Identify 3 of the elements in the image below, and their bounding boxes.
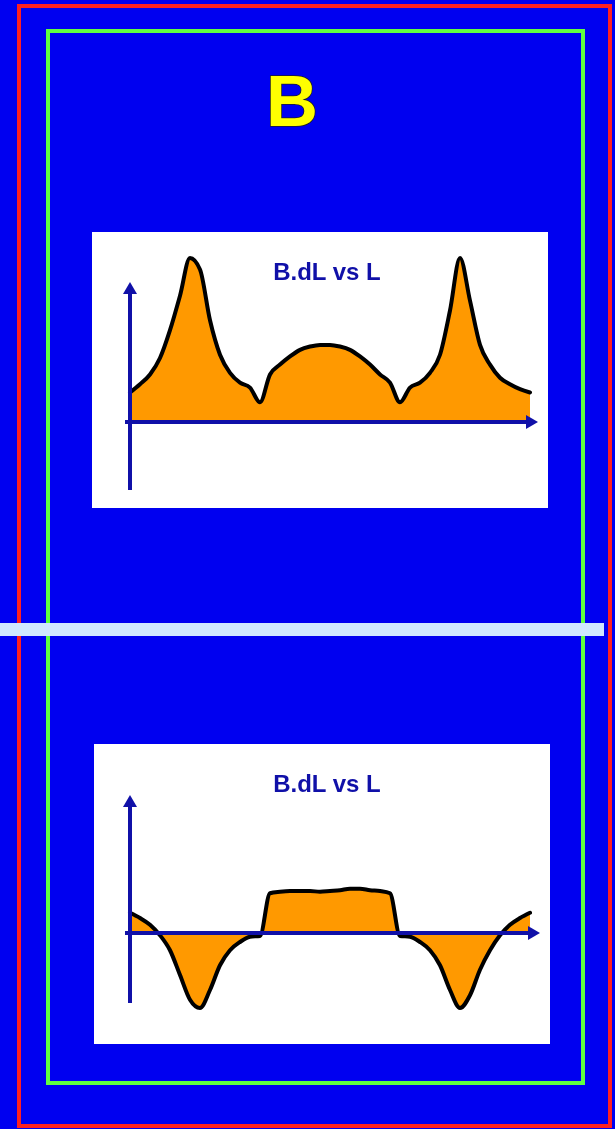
chart-title: B.dL vs L xyxy=(273,770,381,797)
chart-title: B.dL vs L xyxy=(273,258,381,285)
text: B xyxy=(266,61,318,141)
